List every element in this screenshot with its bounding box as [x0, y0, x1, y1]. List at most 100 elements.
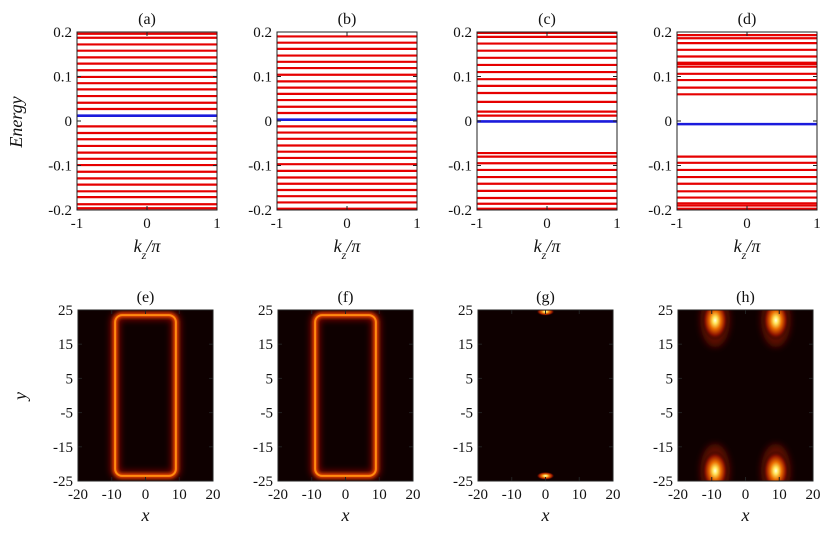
x-tick-label: 0	[543, 216, 551, 232]
y-tick-label: 0	[265, 114, 273, 130]
x-tick-label: 20	[406, 487, 421, 503]
panel-title: (g)	[536, 289, 555, 306]
y-tick-label: 15	[458, 337, 473, 353]
axes-frame	[276, 31, 418, 211]
x-tick-label: 20	[206, 487, 221, 503]
x-tick-label: -10	[302, 487, 322, 503]
x-tick-label: -10	[702, 487, 722, 503]
y-tick-label: 5	[666, 371, 674, 387]
y-tick-label: -25	[53, 474, 73, 490]
heatmap-background	[678, 310, 813, 481]
x-tick-label: 10	[772, 487, 787, 503]
y-tick-label: -0.1	[448, 159, 472, 175]
x-tick-label: -10	[102, 487, 122, 503]
y-tick-label: -5	[661, 406, 674, 422]
y-tick-label: 25	[458, 303, 473, 319]
y-tick-label: 5	[266, 371, 274, 387]
y-tick-label: 25	[658, 303, 673, 319]
axes-frame	[277, 309, 414, 482]
x-tick-label: -1	[271, 216, 284, 232]
y-tick-label: -25	[453, 474, 473, 490]
corner-spot	[702, 450, 729, 481]
y-tick-label: -5	[461, 406, 474, 422]
axes-frame	[676, 31, 818, 211]
x-tick-label: 10	[172, 487, 187, 503]
y-tick-label: 5	[66, 371, 74, 387]
heatmap-layer	[478, 310, 613, 481]
x-tick-label: 1	[613, 216, 621, 232]
y-tick-label: 0.2	[653, 25, 672, 41]
x-axis-label: kz/π	[334, 236, 362, 262]
y-tick-label: 0.1	[253, 70, 272, 86]
x-tick-label: -1	[471, 216, 484, 232]
x-tick-label: -20	[268, 487, 288, 503]
y-tick-label: 0.2	[253, 25, 272, 41]
heatmap-panel-1: (f) -20 -10 0 10 20 -25 -15 -5 5 15 25 x	[253, 289, 421, 525]
heatmap-layer	[78, 310, 213, 481]
y-tick-label: -15	[453, 440, 473, 456]
y-tick-label: 25	[258, 303, 273, 319]
y-tick-label: 25	[58, 303, 73, 319]
band-panel-1: (b) -1 0 1 -0.2 -0.1 0 0.1 0.2 kz/π	[248, 11, 421, 262]
axes-frame	[477, 309, 614, 482]
y-tick-label: -0.2	[248, 203, 272, 219]
x-tick-label: 10	[372, 487, 387, 503]
x-tick-label: -1	[671, 216, 684, 232]
x-axis-label: kz/π	[134, 236, 162, 262]
x-tick-label: 0	[743, 216, 751, 232]
y-tick-label: -5	[61, 406, 74, 422]
x-tick-label: 20	[806, 487, 821, 503]
y-tick-label: 5	[466, 371, 474, 387]
heatmap-background	[78, 310, 213, 481]
y-tick-label: 15	[58, 337, 73, 353]
y-tick-label: -0.1	[48, 159, 72, 175]
y-tick-label: 0	[65, 114, 73, 130]
panel-title: (h)	[736, 289, 755, 306]
heatmap-background	[278, 310, 413, 481]
x-tick-label: 0	[142, 487, 150, 503]
x-tick-label: -20	[68, 487, 88, 503]
panel-title: (e)	[137, 289, 155, 306]
heatmap-panel-0: (e) -20 -10 0 10 20 -25 -15 -5 5 15 25 x	[53, 289, 221, 525]
panels: (a)-1 0 1-0.2-0.100.10.2kz/π(b)-1 0 1-0.2-0.…	[48, 11, 821, 525]
y-tick-label: 0	[665, 114, 673, 130]
axes-frame	[476, 31, 618, 211]
y-tick-label: 15	[658, 337, 673, 353]
y-tick-label: 0.1	[653, 70, 672, 86]
y-tick-label: 0.2	[453, 25, 472, 41]
y-tick-label: -15	[253, 440, 273, 456]
x-tick-label: 0	[742, 487, 750, 503]
panel-title: (d)	[738, 11, 757, 28]
corner-spot	[762, 310, 789, 341]
x-axis-label: x	[541, 505, 550, 525]
y-tick-label: -0.1	[248, 159, 272, 175]
x-tick-label: 1	[213, 216, 221, 232]
x-tick-label: -20	[668, 487, 688, 503]
y-tick-label: 0.2	[53, 25, 72, 41]
energy-axis-label: Energy	[6, 96, 26, 148]
y-tick-label: 15	[258, 337, 273, 353]
axes-frame	[677, 309, 814, 482]
corner-spot	[762, 450, 789, 481]
x-axis-label: x	[141, 505, 150, 525]
x-axis-label: x	[341, 505, 350, 525]
x-axis-label: x	[741, 505, 750, 525]
y-tick-label: 0	[465, 114, 473, 130]
y-tick-label: -15	[653, 440, 673, 456]
x-tick-label: 0	[343, 216, 351, 232]
x-tick-label: 20	[606, 487, 621, 503]
y-tick-label: -0.1	[648, 159, 672, 175]
y-tick-label: 0.1	[53, 70, 72, 86]
heatmap-layer	[278, 310, 413, 481]
y-tick-label: -15	[53, 440, 73, 456]
panel-title: (f)	[338, 289, 354, 306]
y-tick-label: -0.2	[448, 203, 472, 219]
x-tick-label: 1	[813, 216, 821, 232]
x-tick-label: 0	[342, 487, 350, 503]
y-tick-label: -0.2	[648, 203, 672, 219]
x-tick-label: 1	[413, 216, 421, 232]
x-axis-label: kz/π	[734, 236, 762, 262]
x-tick-label: -10	[502, 487, 522, 503]
x-tick-label: 10	[572, 487, 587, 503]
